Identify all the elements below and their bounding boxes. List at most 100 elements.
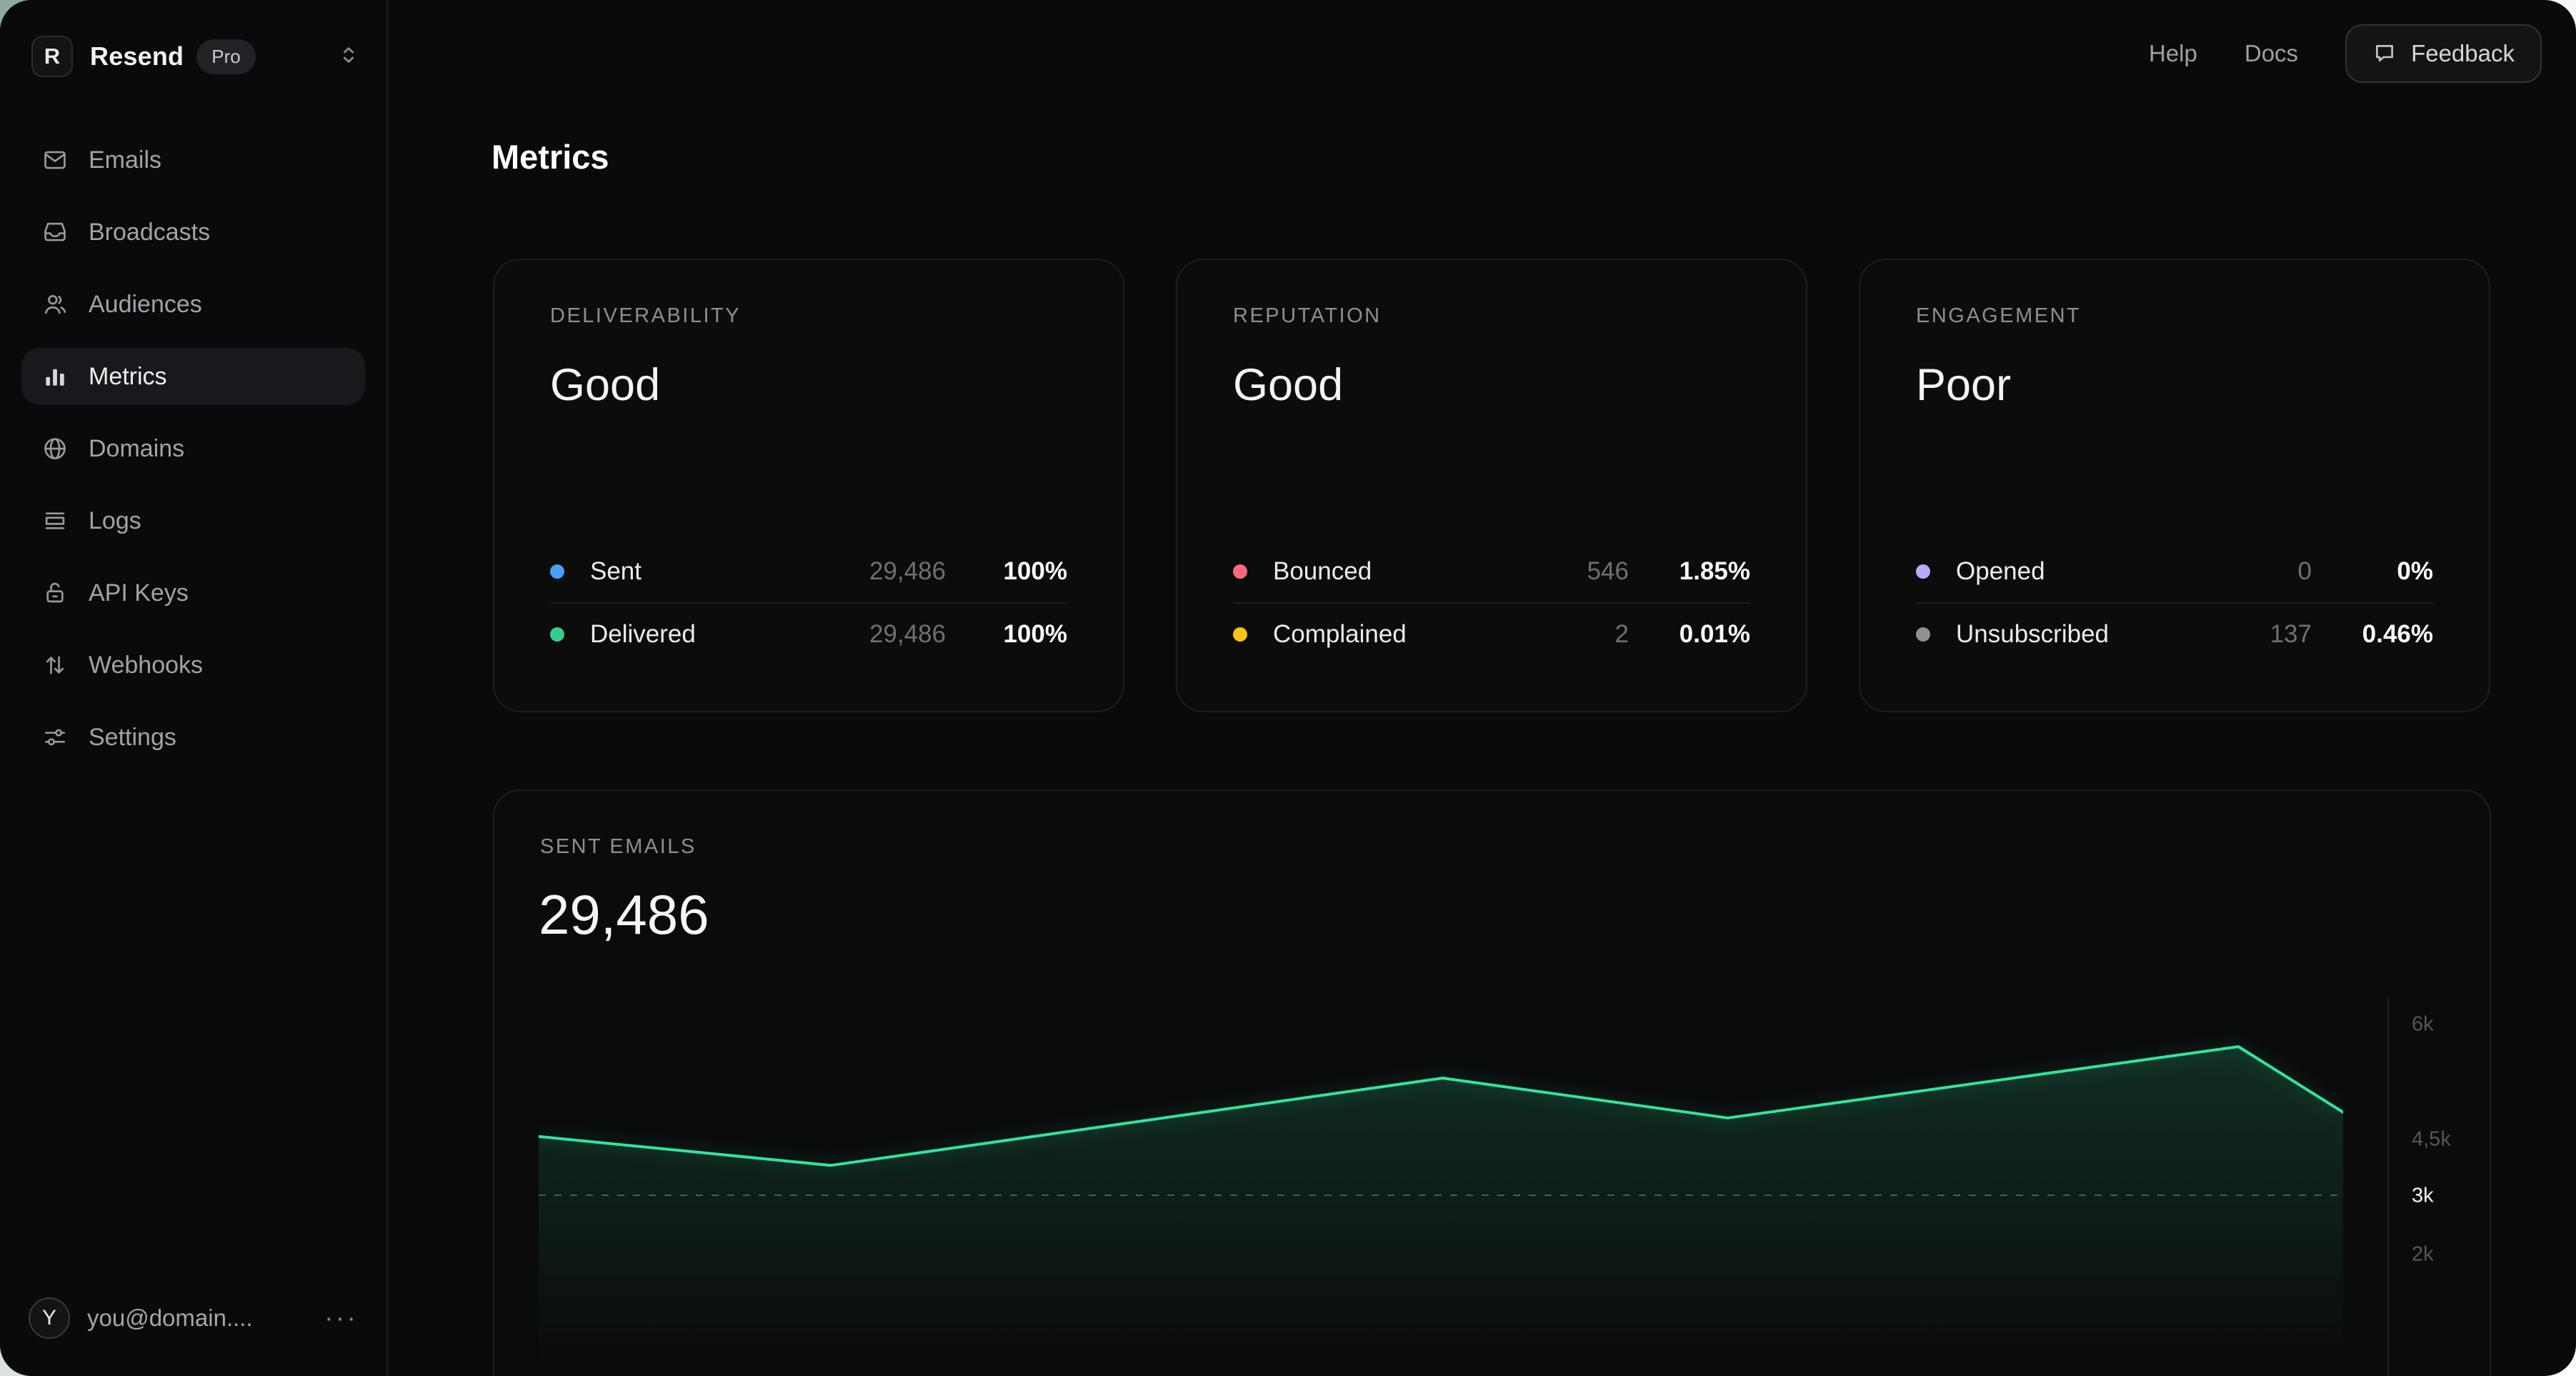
y-axis-tick: 6k — [2412, 1012, 2434, 1036]
chart-area-fill — [539, 1047, 2343, 1376]
avatar-initial: Y — [41, 1306, 56, 1330]
divider — [1916, 602, 2433, 604]
main-area: Help Docs Feedback Metrics DELIVERABILIT… — [389, 0, 2576, 1376]
divider — [550, 602, 1067, 604]
sidebar-item-logs[interactable]: Logs — [21, 492, 365, 549]
workspace-selector-button[interactable] — [336, 43, 361, 71]
topbar: Help Docs Feedback — [2149, 0, 2542, 107]
sidebar-item-label: Domains — [89, 434, 185, 462]
sidebar-item-label: Broadcasts — [89, 218, 211, 246]
workspace-switcher[interactable]: R Resend Pro — [31, 33, 361, 80]
account-email: you@domain.... — [87, 1305, 253, 1331]
stat-value: 29,486 — [869, 557, 946, 585]
stat-row-sent: Sent 29,486 100% — [550, 541, 1067, 602]
opened-dot — [1916, 564, 1930, 579]
complained-dot — [1233, 627, 1247, 642]
logs-icon — [41, 507, 69, 534]
sidebar-item-api-keys[interactable]: API Keys — [21, 564, 365, 622]
delivered-dot — [550, 627, 564, 642]
stat-rows: Bounced 546 1.85% Complained 2 0.01% — [1233, 541, 1750, 665]
speech-bubble-icon — [2372, 41, 2397, 66]
deliverability-card: DELIVERABILITY Good Sent 29,486 100% Del… — [493, 259, 1124, 712]
sidebar-item-label: API Keys — [89, 579, 189, 607]
stat-label: Unsubscribed — [1956, 620, 2109, 648]
sidebar-nav: Emails Broadcasts Audiences Metrics Doma… — [0, 131, 386, 766]
card-category: ENGAGEMENT — [1916, 304, 2082, 327]
summary-cards: DELIVERABILITY Good Sent 29,486 100% Del… — [493, 259, 2490, 712]
stat-row-delivered: Delivered 29,486 100% — [550, 604, 1067, 665]
stat-label: Delivered — [590, 620, 696, 648]
stat-percent: 0.01% — [1679, 620, 1750, 648]
sent-emails-label: SENT EMAILS — [540, 835, 697, 858]
globe-icon — [41, 435, 69, 462]
sidebar-item-label: Settings — [89, 723, 176, 751]
sidebar-item-audiences[interactable]: Audiences — [21, 276, 365, 333]
stat-row-bounced: Bounced 546 1.85% — [1233, 541, 1750, 602]
card-category: REPUTATION — [1233, 304, 1382, 327]
feedback-label: Feedback — [2411, 40, 2515, 66]
plan-badge: Pro — [196, 39, 256, 74]
arrows-up-down-icon — [41, 652, 69, 679]
inbox-icon — [41, 219, 69, 246]
stat-value: 137 — [2270, 620, 2312, 648]
sidebar: R Resend Pro Emails Broadcasts Audiences — [0, 0, 388, 1376]
account-row[interactable]: Y you@domain.... ··· — [29, 1289, 365, 1347]
y-axis-tick: 3k — [2412, 1184, 2434, 1207]
stat-label: Sent — [590, 557, 641, 585]
docs-link[interactable]: Docs — [2244, 40, 2299, 66]
card-status: Good — [550, 360, 661, 410]
stat-percent: 0% — [2397, 557, 2433, 585]
sidebar-item-label: Audiences — [89, 290, 202, 318]
stat-percent: 0.46% — [2362, 620, 2433, 648]
divider — [1233, 602, 1750, 604]
stat-percent: 100% — [1003, 557, 1067, 585]
sidebar-item-settings[interactable]: Settings — [21, 709, 365, 766]
mail-icon — [41, 146, 69, 174]
help-link[interactable]: Help — [2149, 40, 2197, 66]
y-axis-line — [2387, 998, 2389, 1376]
stat-rows: Opened 0 0% Unsubscribed 137 0.46% — [1916, 541, 2433, 665]
stat-value: 0 — [2297, 557, 2312, 585]
sidebar-item-label: Webhooks — [89, 651, 204, 679]
stat-row-opened: Opened 0 0% — [1916, 541, 2433, 602]
sidebar-item-label: Metrics — [89, 362, 167, 390]
stat-label: Opened — [1956, 557, 2045, 585]
reputation-card: REPUTATION Good Bounced 546 1.85% Compla… — [1176, 259, 1807, 712]
stat-row-unsubscribed: Unsubscribed 137 0.46% — [1916, 604, 2433, 665]
resend-logo-letter: R — [44, 44, 61, 69]
chevron-up-down-icon — [336, 43, 361, 71]
y-axis-ticks: 6k 4,5k 3k 2k — [2412, 998, 2526, 1376]
y-axis-tick: 2k — [2412, 1242, 2434, 1266]
sliders-icon — [41, 724, 69, 751]
sidebar-item-label: Emails — [89, 146, 162, 174]
bar-chart-icon — [41, 363, 69, 390]
stat-value: 2 — [1614, 620, 1629, 648]
avatar: Y — [29, 1297, 70, 1339]
feedback-button[interactable]: Feedback — [2345, 24, 2542, 83]
stat-value: 29,486 — [869, 620, 946, 648]
ellipsis-icon[interactable]: ··· — [324, 1302, 358, 1333]
area-chart — [539, 1045, 2343, 1376]
sidebar-item-label: Logs — [89, 507, 141, 534]
brand-name: Resend — [90, 41, 184, 71]
sidebar-item-metrics[interactable]: Metrics — [21, 348, 365, 405]
bounced-dot — [1233, 564, 1247, 579]
sidebar-item-domains[interactable]: Domains — [21, 420, 365, 477]
card-category: DELIVERABILITY — [550, 304, 742, 327]
sidebar-item-broadcasts[interactable]: Broadcasts — [21, 204, 365, 261]
stat-value: 546 — [1587, 557, 1629, 585]
sidebar-item-emails[interactable]: Emails — [21, 131, 365, 189]
page-title: Metrics — [491, 138, 609, 176]
card-status: Good — [1233, 360, 1344, 410]
sent-emails-total: 29,486 — [539, 883, 709, 946]
stat-label: Bounced — [1273, 557, 1372, 585]
stat-percent: 100% — [1003, 620, 1067, 648]
resend-logo: R — [31, 36, 73, 77]
stat-row-complained: Complained 2 0.01% — [1233, 604, 1750, 665]
users-icon — [41, 291, 69, 318]
unsubscribed-dot — [1916, 627, 1930, 642]
stat-percent: 1.85% — [1679, 557, 1750, 585]
sidebar-item-webhooks[interactable]: Webhooks — [21, 637, 365, 694]
sent-dot — [550, 564, 564, 579]
